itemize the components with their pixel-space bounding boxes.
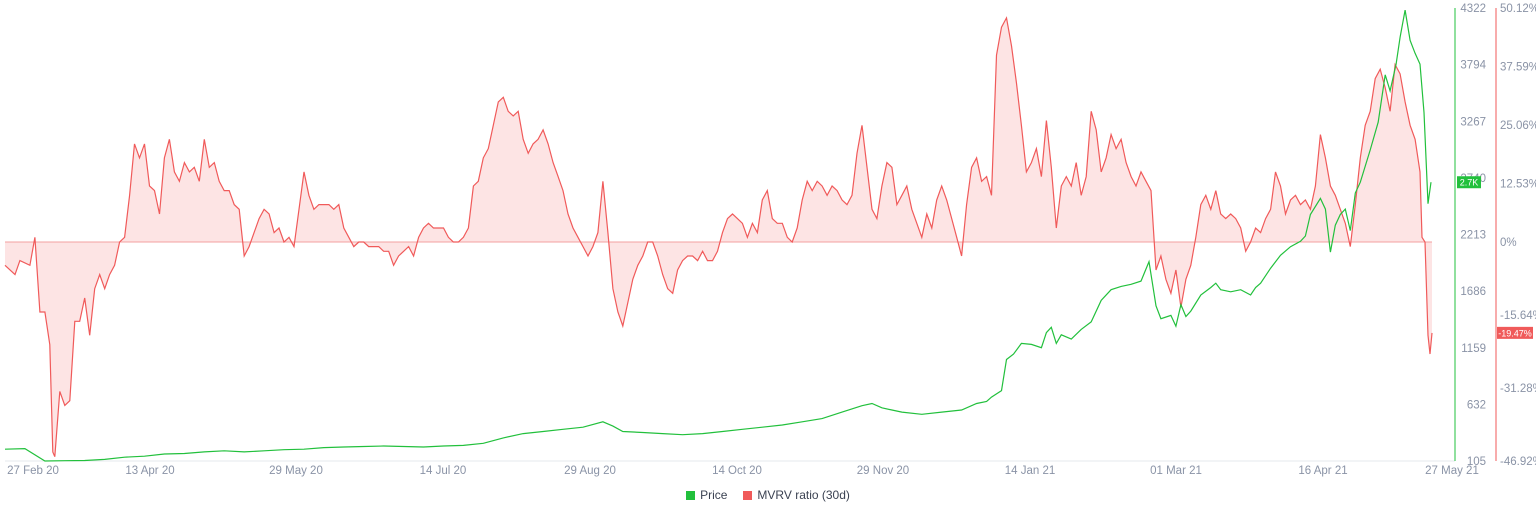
price-badge-bg	[1457, 176, 1481, 189]
price-tick-label: 4322	[1460, 3, 1486, 15]
mvrv-badge-bg	[1497, 326, 1533, 339]
price-series-line	[4, 9, 1432, 462]
x-tick-label: 14 Oct 20	[712, 465, 762, 477]
legend-label-mvrv: MVRV ratio (30d)	[757, 488, 850, 502]
legend-swatch-mvrv	[743, 490, 753, 500]
price-tick-label: 1159	[1461, 343, 1486, 355]
mvrv-series-line	[4, 16, 1433, 457]
mvrv-tick-label: 25.06%	[1500, 120, 1536, 132]
x-tick-label: 27 Feb 20	[7, 465, 59, 477]
mvrv-tick-label: -15.64%	[1500, 310, 1536, 322]
x-tick-label: 16 Apr 21	[1298, 465, 1347, 477]
price-tick-label: 105	[1467, 456, 1486, 468]
mvrv-tick-label: 0%	[1500, 237, 1517, 249]
x-tick-label: 29 May 20	[269, 465, 323, 477]
mvrv-tick-label: 37.59%	[1500, 61, 1536, 73]
x-axis-ticks: 27 Feb 20 13 Apr 20 29 May 20 14 Jul 20 29 A…	[7, 465, 1479, 477]
legend-swatch-price	[686, 490, 696, 500]
chart-legend: Price MVRV ratio (30d)	[0, 488, 1536, 502]
mvrv-tick-label: 12.53%	[1500, 178, 1536, 190]
x-tick-label: 13 Apr 20	[125, 465, 174, 477]
mvrv-tick-label: -46.92%	[1500, 456, 1536, 468]
mvrv-price-chart: 27 Feb 20 13 Apr 20 29 May 20 14 Jul 20 29 A…	[4, 3, 1536, 477]
price-tick-label: 3267	[1460, 116, 1486, 128]
x-tick-label: 29 Nov 20	[857, 465, 909, 477]
price-tick-label: 2213	[1460, 230, 1486, 242]
price-tick-label: 3794	[1460, 60, 1486, 72]
mvrv-tick-label: 50.12%	[1500, 3, 1536, 15]
price-badge-text: 2.7K	[1460, 178, 1479, 188]
current-value-badges: 2.7K -19.47%	[1457, 176, 1533, 339]
price-tick-label: 632	[1467, 399, 1486, 411]
mvrv-area-fill	[5, 17, 1432, 457]
x-tick-label: 14 Jan 21	[1005, 465, 1056, 477]
mvrv-axis-ticks: 50.12% 37.59% 25.06% 12.53% 0% -15.64% -31.28%…	[1500, 3, 1536, 468]
legend-item-mvrv[interactable]: MVRV ratio (30d)	[743, 488, 850, 502]
x-tick-label: 27 May 21	[1425, 465, 1479, 477]
x-tick-label: 01 Mar 21	[1150, 465, 1202, 477]
price-tick-label: 1686	[1460, 286, 1486, 298]
mvrv-badge-text: -19.47%	[1498, 328, 1532, 338]
legend-label-price: Price	[700, 488, 728, 502]
mvrv-tick-label: -31.28%	[1500, 383, 1536, 395]
price-axis-ticks: 4322379432672740221316861159632105	[1460, 3, 1486, 468]
x-tick-label: 29 Aug 20	[564, 465, 616, 477]
legend-item-price[interactable]: Price	[686, 488, 727, 502]
x-tick-label: 14 Jul 20	[420, 465, 467, 477]
